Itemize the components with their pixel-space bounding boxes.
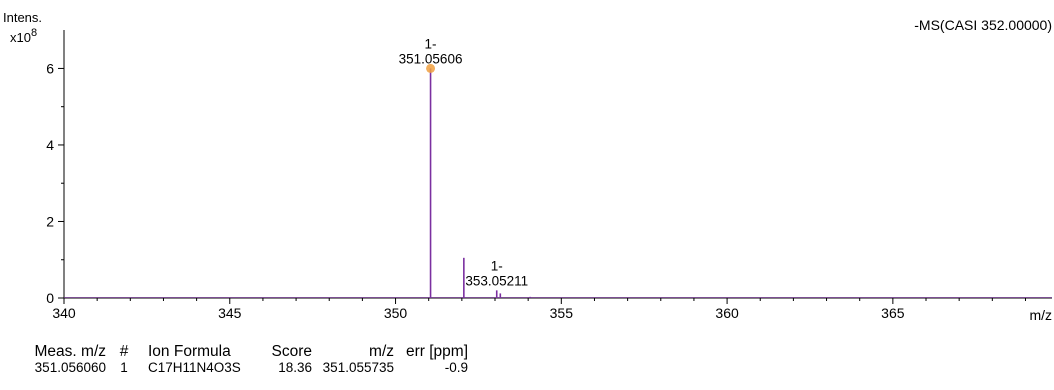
x-tick-label: 345 — [218, 305, 242, 321]
results-header-row: Meas. m/z # Ion Formula Score m/z err [p… — [10, 344, 468, 360]
y-tick-label: 2 — [46, 213, 54, 229]
peak-mz-label: 353.05211 — [465, 273, 528, 288]
trace-label: -MS(CASI 352.00000) — [914, 17, 1052, 33]
peak-charge-label: 1- — [425, 36, 437, 51]
col-header-score: Score — [271, 343, 313, 360]
cell-ion-formula: C17H11N4O3S — [148, 360, 241, 375]
y-tick-label: 6 — [46, 60, 54, 76]
x-tick-label: 340 — [52, 305, 76, 321]
y-scale-factor: x108 — [10, 27, 37, 45]
y-scale-base: x10 — [10, 30, 31, 45]
peak-mz-label: 351.05606 — [399, 51, 463, 66]
x-tick-label: 365 — [881, 305, 905, 321]
col-header-error: err [ppm] — [405, 343, 468, 360]
x-tick-label: 355 — [550, 305, 574, 321]
table-row: 351.056060 1 C17H11N4O3S 18.36 351.05573… — [10, 360, 468, 376]
x-tick-label: 350 — [384, 305, 408, 321]
y-tick-label: 0 — [46, 290, 54, 306]
col-header-meas-mz: Meas. m/z — [34, 343, 106, 360]
cell-score: 18.36 — [278, 360, 312, 375]
cell-mz: 351.055735 — [322, 360, 394, 375]
cell-error: -0.9 — [444, 360, 468, 375]
x-tick-label: 360 — [715, 305, 739, 321]
formula-results-table: Meas. m/z # Ion Formula Score m/z err [p… — [10, 344, 468, 376]
axes: 340 345 350 355 360 365 0 2 4 6 — [46, 30, 1052, 321]
mass-spectrum-chart: Intens. x108 -MS(CASI 352.00000) m/z 340… — [3, 10, 1052, 323]
col-header-mz: m/z — [369, 343, 394, 360]
y-scale-exponent: 8 — [31, 27, 37, 39]
col-header-number: # — [119, 343, 129, 360]
cell-number: 1 — [120, 360, 128, 375]
cell-meas-mz: 351.056060 — [34, 360, 106, 375]
base-peak-marker — [426, 63, 436, 73]
col-header-ion-formula: Ion Formula — [148, 343, 231, 360]
x-axis-title: m/z — [1029, 307, 1052, 323]
peak-charge-label: 1- — [491, 258, 503, 273]
y-tick-label: 4 — [46, 137, 54, 153]
peak-marks — [64, 63, 1052, 298]
y-axis-title: Intens. — [3, 10, 42, 25]
